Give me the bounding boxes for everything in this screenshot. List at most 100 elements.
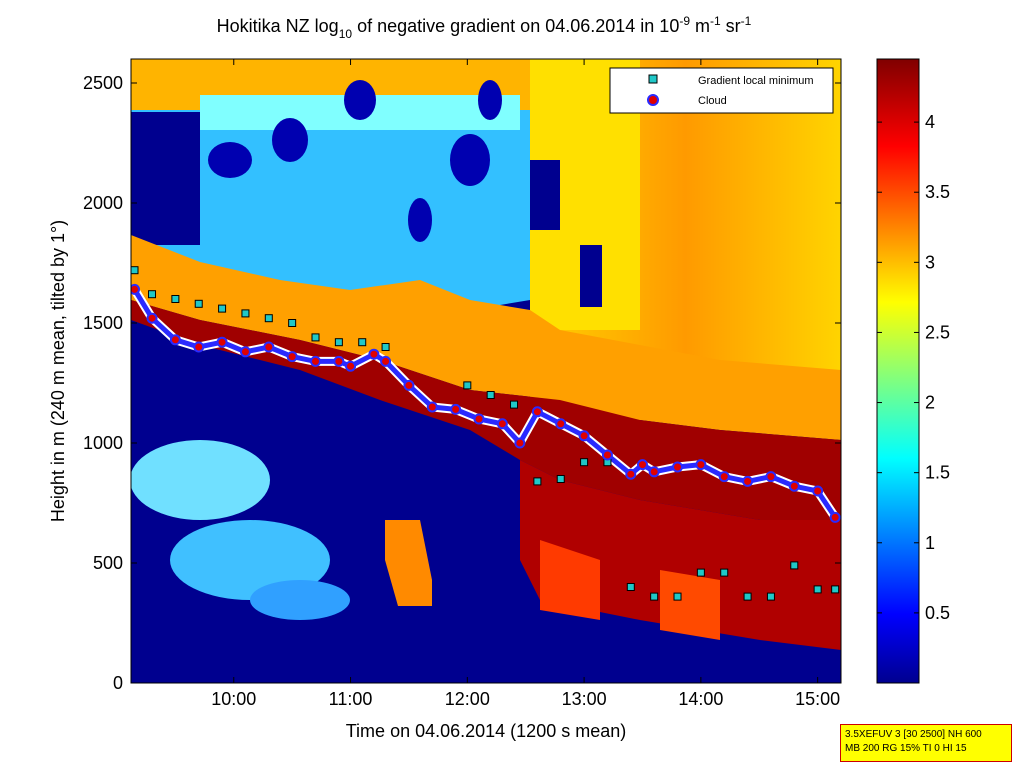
- title-main: Hokitika NZ log: [217, 16, 339, 36]
- x-tick-label: 12:00: [445, 689, 490, 709]
- cloud-point: [578, 430, 590, 442]
- gradient-minimum-point: [580, 458, 589, 467]
- title-sub: 10: [339, 27, 353, 41]
- title-exp1: -9: [679, 14, 690, 28]
- cloud-point: [555, 418, 567, 430]
- cloud-point: [718, 471, 730, 483]
- cloud-point: [333, 355, 345, 367]
- gradient-minimum-point: [626, 583, 635, 591]
- gradient-minimum-point: [696, 568, 705, 577]
- gradient-minimum-point: [486, 391, 495, 399]
- gradient-minimum-point: [533, 477, 542, 486]
- cloud-point: [193, 341, 205, 353]
- cloud-point: [146, 312, 158, 324]
- info-line-1: 3.5XEFUV 3 [30 2500] NH 600: [845, 729, 982, 740]
- gradient-minimum-point: [766, 592, 775, 601]
- colorbar-ticks: 0.5 1 1.5 2 2.5 3 3.5 4: [877, 112, 950, 623]
- y-tick-label: 2500: [83, 73, 123, 93]
- legend-label-gradient: Gradient local minimum: [698, 75, 814, 87]
- legend-marker-gradient: [648, 74, 658, 84]
- y-tick-label: 1500: [83, 313, 123, 333]
- legend: Gradient local minimum Cloud: [609, 67, 834, 114]
- plot-frame: [130, 58, 842, 684]
- gradient-minimum-point: [311, 333, 320, 342]
- cloud-point: [380, 355, 392, 367]
- gradient-minimum-point: [831, 585, 840, 594]
- x-tick-label: 10:00: [211, 689, 256, 709]
- legend-marker-cloud: [647, 94, 659, 106]
- colorbar-tick-label: 3.5: [925, 182, 950, 202]
- cloud-point: [648, 466, 660, 478]
- gradient-minimum-point: [813, 585, 822, 594]
- y-tick-label: 2000: [83, 193, 123, 213]
- gradient-minimum-point: [148, 290, 157, 299]
- title-exp3: -1: [741, 14, 752, 28]
- cloud-point: [310, 355, 322, 367]
- gradient-minimum-point: [334, 338, 343, 347]
- cloud-point: [742, 475, 754, 487]
- y-tick-label: 1000: [83, 433, 123, 453]
- chart-title: Hokitika NZ log10 of negative gradient o…: [217, 14, 752, 41]
- cloud-point: [263, 341, 275, 353]
- colorbar-tick-label: 2: [925, 393, 935, 413]
- cloud-point: [514, 437, 526, 449]
- cloud-point: [695, 459, 707, 471]
- colorbar-tick-label: 3: [925, 252, 935, 272]
- gradient-minimum-point: [510, 400, 519, 409]
- cloud-point: [239, 346, 251, 358]
- cloud-point: [169, 334, 181, 346]
- cloud-point: [216, 336, 228, 348]
- cloud-point: [286, 351, 298, 363]
- gradient-minimum-point: [264, 314, 273, 323]
- colorbar-tick-label: 1: [925, 533, 935, 553]
- cloud-point: [636, 459, 648, 471]
- gradient-minimum-point: [171, 295, 180, 303]
- info-line-2: MB 200 RG 15% TI 0 HI 15: [845, 743, 967, 754]
- gradient-minimum-point: [194, 299, 203, 308]
- gradient-minimum-point: [131, 266, 139, 275]
- cloud-point: [531, 406, 543, 418]
- cloud-point: [788, 480, 800, 492]
- legend-box: [609, 67, 834, 114]
- cloud-point: [829, 511, 841, 523]
- heatmap: [131, 59, 841, 683]
- cloud-point: [426, 401, 438, 413]
- series-layer: [131, 266, 841, 601]
- gradient-minimum-point: [381, 343, 390, 351]
- cloud-point: [672, 461, 684, 473]
- gradient-minimum-point: [720, 568, 729, 577]
- colorbar-tick-label: 2.5: [925, 322, 950, 342]
- cloud-point: [473, 413, 485, 425]
- title-mid: of negative gradient on 04.06.2014 in 10: [352, 16, 679, 36]
- x-tick-label: 15:00: [795, 689, 840, 709]
- x-tick-label: 13:00: [562, 689, 607, 709]
- gradient-minimum-point: [673, 592, 682, 601]
- cloud-point: [403, 379, 415, 391]
- x-tick-label: 14:00: [678, 689, 723, 709]
- cloud-line: [132, 288, 838, 519]
- title-unit1: m: [690, 16, 710, 36]
- cloud-point: [450, 403, 462, 415]
- legend-label-cloud: Cloud: [698, 95, 727, 107]
- cloud-point: [601, 449, 613, 461]
- y-axis-label: Height in m (240 m mean, tilted by 1°): [48, 220, 68, 522]
- gradient-minimum-point: [463, 381, 472, 390]
- gradient-minimum-point: [218, 304, 227, 313]
- title-exp2: -1: [710, 14, 721, 28]
- gradient-minimum-point: [288, 319, 297, 327]
- gradient-minimum-point: [743, 592, 752, 601]
- cloud-point: [765, 471, 777, 483]
- y-tick-label: 500: [93, 553, 123, 573]
- x-axis-ticks: 10:00 11:00 12:00 13:00 14:00 15:00: [211, 59, 840, 709]
- gradient-minimum-point: [241, 309, 250, 318]
- y-axis-ticks: 0 500 1000 1500 2000 2500: [83, 73, 841, 693]
- x-axis-label: Time on 04.06.2014 (1200 s mean): [346, 721, 627, 741]
- colorbar-tick-label: 1.5: [925, 463, 950, 483]
- colorbar-tick-label: 4: [925, 112, 935, 132]
- cloud-point: [345, 360, 357, 372]
- cloud-point: [131, 283, 141, 295]
- gradient-minimum-point: [358, 338, 367, 347]
- cloud-point: [496, 418, 508, 430]
- info-box: 3.5XEFUV 3 [30 2500] NH 600 MB 200 RG 15…: [840, 724, 1012, 762]
- gradient-minimum-point: [556, 475, 565, 483]
